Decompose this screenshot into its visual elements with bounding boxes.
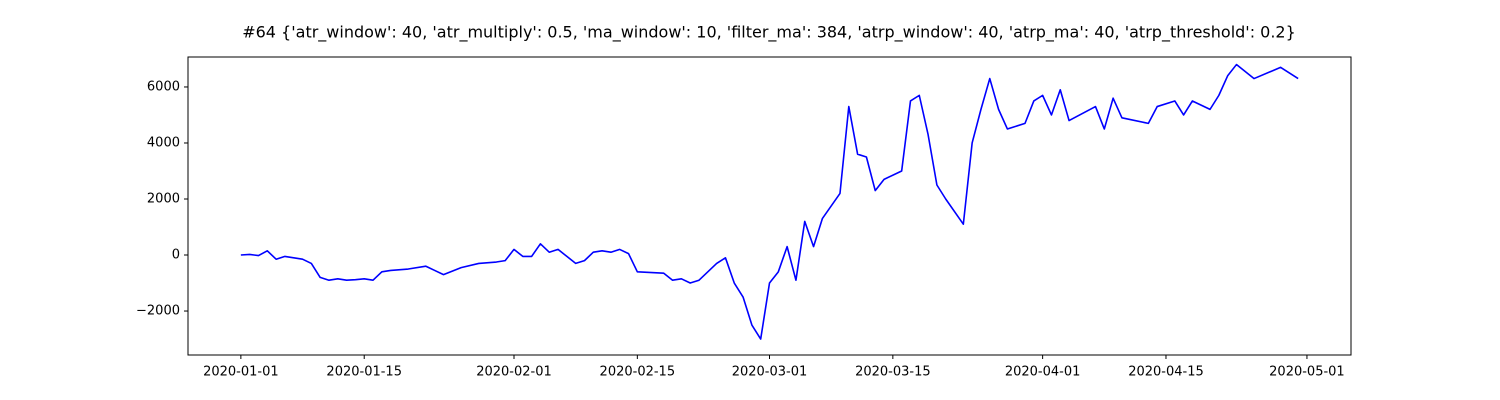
- x-tick-label: 2020-02-01: [476, 365, 552, 380]
- y-tick-label: 4000: [147, 135, 180, 150]
- x-tick-label: 2020-05-01: [1269, 365, 1345, 380]
- y-tick-label: 2000: [147, 191, 180, 206]
- chart-title: #64 {'atr_window': 40, 'atr_multiply': 0…: [242, 23, 1296, 43]
- y-tick-label: 6000: [147, 79, 180, 94]
- x-tick-label: 2020-03-01: [732, 365, 808, 380]
- y-tick-label: 0: [172, 248, 180, 263]
- y-tick-label: −2000: [136, 304, 180, 319]
- x-tick-label: 2020-03-15: [855, 365, 931, 380]
- x-tick-label: 2020-01-15: [326, 365, 402, 380]
- x-tick-label: 2020-02-15: [600, 365, 676, 380]
- x-tick-label: 2020-01-01: [203, 365, 279, 380]
- axes-frame: [187, 56, 1352, 356]
- data-line: [240, 63, 1299, 340]
- x-tick-label: 2020-04-01: [1005, 365, 1081, 380]
- x-tick-label: 2020-04-15: [1128, 365, 1204, 380]
